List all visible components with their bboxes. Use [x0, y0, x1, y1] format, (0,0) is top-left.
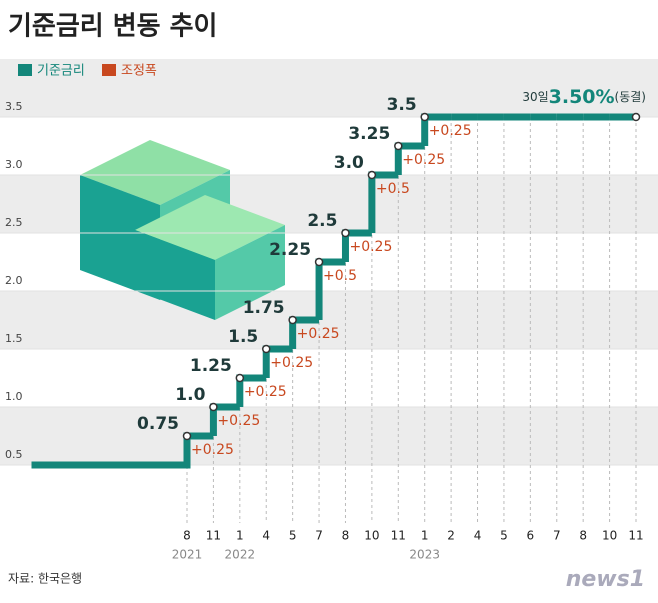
- year-label: 2021: [172, 548, 203, 562]
- y-tick-label: 0.5: [5, 448, 23, 461]
- year-label: 2023: [409, 548, 440, 562]
- money-illustration: [80, 140, 285, 320]
- point: [367, 170, 377, 180]
- point: [420, 112, 429, 122]
- change-label: +0.25: [402, 152, 445, 168]
- value-label: 0.75: [137, 414, 179, 434]
- x-tick-label: 1: [236, 529, 244, 543]
- x-tick-label: 10: [602, 529, 617, 543]
- x-tick-label: 11: [628, 529, 643, 543]
- value-label: 1.25: [190, 356, 232, 376]
- change-label: +0.25: [191, 442, 234, 458]
- annotation-rate: 3.50%: [549, 86, 615, 108]
- value-label: 2.25: [269, 240, 311, 260]
- point: [209, 402, 218, 412]
- point: [182, 431, 192, 441]
- x-tick-label: 6: [527, 529, 535, 543]
- bands: [0, 59, 658, 465]
- x-tick-label: 11: [206, 529, 221, 543]
- point: [394, 141, 403, 151]
- y-tick-label: 3.5: [5, 100, 23, 113]
- x-tick-label: 7: [553, 529, 561, 543]
- legend-label: 조정폭: [121, 64, 157, 79]
- change-label: +0.5: [323, 268, 357, 284]
- y-tick-label: 2.0: [5, 274, 23, 287]
- legend-label: 기준금리: [37, 64, 85, 79]
- annotation: 30일3.50%(동결): [522, 86, 646, 108]
- value-label: 1.75: [243, 298, 285, 318]
- x-tick-label: 5: [289, 529, 297, 543]
- x-tick-label: 4: [262, 529, 270, 543]
- x-tick-label: 4: [474, 529, 482, 543]
- change-label: +0.25: [297, 326, 340, 342]
- value-label: 3.0: [334, 153, 364, 173]
- y-tick-label: 1.5: [5, 332, 23, 345]
- point: [235, 373, 245, 383]
- value-label: 3.5: [387, 95, 417, 115]
- value-label: 1.5: [228, 327, 258, 347]
- change-label: +0.25: [217, 413, 260, 429]
- change-label: +0.25: [349, 239, 392, 255]
- year-label: 2022: [225, 548, 256, 562]
- change-label: +0.25: [429, 123, 472, 139]
- y-tick-label: 1.0: [5, 390, 23, 403]
- y-tick-label: 2.5: [5, 216, 23, 229]
- point: [314, 257, 324, 267]
- x-tick-label: 7: [315, 529, 323, 543]
- chart-title: 기준금리 변동 추이: [8, 12, 217, 42]
- x-tick-label: 8: [183, 529, 191, 543]
- point: [631, 112, 641, 122]
- x-tick-label: 10: [364, 529, 379, 543]
- grid-band: [0, 291, 658, 349]
- point: [288, 315, 297, 325]
- x-tick-label: 11: [391, 529, 406, 543]
- x-tick-label: 1: [421, 529, 429, 543]
- change-label: +0.5: [376, 181, 410, 197]
- y-tick-label: 3.0: [5, 158, 23, 171]
- x-tick-label: 2: [447, 529, 455, 543]
- brand-logo: news1: [566, 567, 645, 592]
- x-tick-label: 5: [500, 529, 508, 543]
- grid-band: [0, 407, 658, 465]
- x-tick-label: 8: [342, 529, 350, 543]
- point: [261, 344, 271, 354]
- source: 자료: 한국은행: [8, 571, 82, 586]
- legend-swatch: [102, 64, 116, 76]
- x-tick-label: 8: [579, 529, 587, 543]
- annotation-day: 30일: [522, 90, 548, 104]
- change-label: +0.25: [270, 355, 313, 371]
- value-label: 1.0: [175, 385, 205, 405]
- change-label: +0.25: [244, 384, 287, 400]
- legend-swatch: [18, 64, 32, 76]
- point: [341, 228, 350, 238]
- annotation-note: (동결): [615, 90, 646, 104]
- value-label: 3.25: [348, 124, 390, 144]
- value-label: 2.5: [307, 211, 337, 231]
